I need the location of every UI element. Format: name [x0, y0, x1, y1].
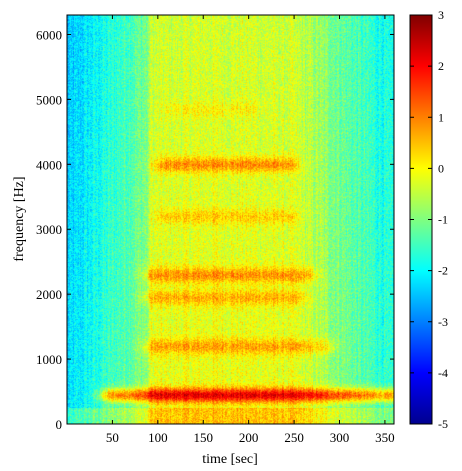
x-tick-label: 50 [106, 430, 119, 445]
colorbar: 3 2 1 0 -1 -2 -3 -4 -5 [409, 8, 448, 431]
x-axis-label: time [sec] [202, 452, 258, 467]
colorbar-tick-label: 2 [438, 59, 444, 73]
x-axis-ticks: 50 100 150 200 250 300 350 [106, 15, 395, 445]
colorbar-ticks: 3 2 1 0 -1 -2 -3 -4 -5 [410, 8, 448, 431]
y-tick-label: 6000 [36, 27, 62, 42]
colorbar-tick-label: -1 [438, 213, 448, 227]
x-tick-label: 200 [239, 430, 259, 445]
colorbar-tick-label: -5 [438, 417, 448, 431]
colorbar-tick-label: -4 [438, 366, 448, 380]
colorbar-tick-label: 3 [438, 8, 444, 22]
spectrogram-plot: 50 100 150 200 250 300 350 0 1000 2000 3000 4000 50… [12, 14, 395, 467]
y-tick-label: 3000 [36, 222, 62, 237]
y-tick-label: 5000 [36, 92, 62, 107]
y-axis-label: frequency [Hz] [12, 176, 27, 261]
y-axis-ticks: 0 1000 2000 3000 4000 5000 6000 [36, 27, 394, 432]
plot-frame [66, 14, 395, 425]
y-tick-label: 0 [56, 417, 63, 432]
x-tick-label: 100 [148, 430, 168, 445]
colorbar-tick-label: 0 [438, 161, 444, 175]
colorbar-tick-label: -2 [438, 264, 448, 278]
x-tick-label: 300 [330, 430, 350, 445]
colorbar-tick-label: -3 [438, 315, 448, 329]
x-tick-label: 350 [375, 430, 395, 445]
x-tick-label: 250 [284, 430, 304, 445]
y-tick-label: 4000 [36, 157, 62, 172]
y-tick-label: 2000 [36, 287, 62, 302]
spectrogram-image [67, 15, 394, 424]
x-tick-label: 150 [194, 430, 214, 445]
colorbar-tick-label: 1 [438, 110, 444, 124]
y-tick-label: 1000 [36, 352, 62, 367]
